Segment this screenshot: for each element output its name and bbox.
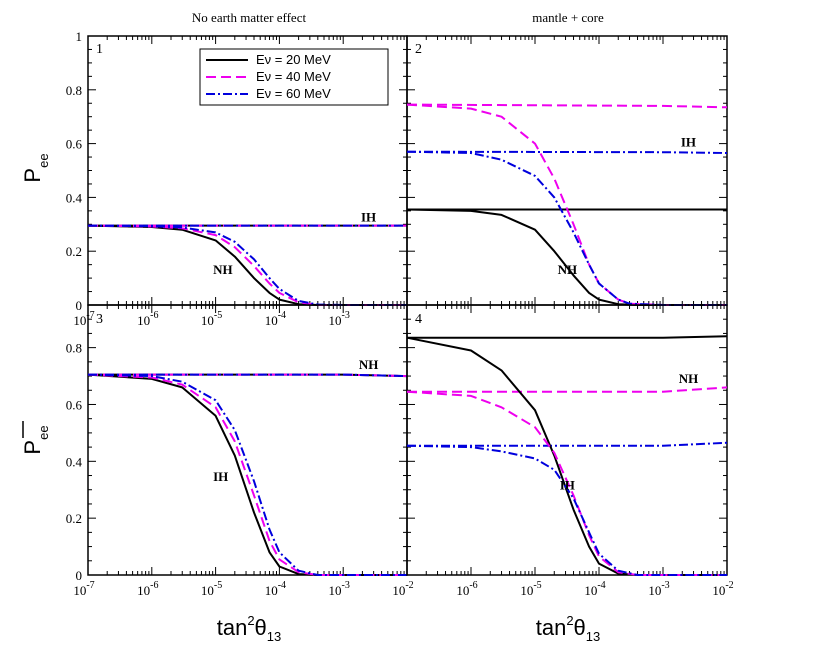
series-line [406,150,728,154]
panel-number-4: 4 [415,312,422,327]
y-tick-label: 0.4 [66,454,83,469]
panel-4-frame [406,304,728,576]
annotation-label: NH [679,371,699,386]
x-tick-label: 10-6 [456,580,477,598]
xlabel-right: tan2θ13 [536,613,601,644]
y-tick-label: 0.6 [66,397,83,412]
series-line [87,373,407,576]
y-tick-label: 0.2 [66,511,82,526]
annotation-label: IH [681,134,696,149]
panel-number-2: 2 [415,42,422,57]
x-tick-label: 10-4 [584,580,605,598]
y-tick-label: 0 [76,568,83,583]
series-line [407,335,728,339]
legend-label-40mev: Eν = 40 MeV [256,69,331,84]
x-tick-label: 10-2 [712,580,733,598]
y-tick-label: 0.8 [66,341,82,356]
legend-label-20mev: Eν = 20 MeV [256,52,331,67]
ylabel-top: Pee [20,153,51,182]
x-tick-label: 10-6 [137,580,158,598]
annotation-label: NH [359,357,379,372]
x-tick-label: 10-6 [137,310,158,328]
ylabel-bottom: Pee [20,421,51,455]
annotation-label: NH [558,262,578,277]
series-line [407,386,728,393]
xlabel-left: tan2θ13 [217,613,282,644]
x-tick-label: 10-5 [201,310,222,328]
x-tick-label: 10-3 [329,310,350,328]
x-tick-label: 10-2 [392,580,413,598]
series-line [406,150,727,306]
y-tick-label: 0.2 [66,244,82,259]
x-tick-label: 10-5 [520,580,541,598]
y-tick-label: 0.8 [66,83,82,98]
legend: Eν = 20 MeV Eν = 40 MeV Eν = 60 MeV [199,48,389,106]
y-tick-label: 1 [76,29,83,44]
annotation-label: NH [213,262,233,277]
col-title-right: mantle + core [532,10,604,25]
annotation-label: IH [560,478,575,493]
svg-text:Pee: Pee [20,425,51,454]
x-tick-label: 10-3 [329,580,350,598]
series-line [406,103,728,109]
x-tick-label: 10-4 [265,580,286,598]
y-tick-label: 0.4 [66,190,83,205]
x-tick-label: 10-7 [73,580,94,598]
x-tick-label: 10-3 [648,580,669,598]
panel-3: 0 0.2 0.4 0.6 0.8 10-7 10-6 10-5 10-4 10-3 10-2 NH I… [66,304,414,598]
series-line [407,441,728,447]
series-line [87,373,407,576]
legend-box [199,48,389,106]
panel-2: IH NH [406,35,728,306]
y-tick-label: 0.6 [66,137,83,152]
y-tick-label: 0 [76,298,83,313]
series-line [406,390,727,576]
panel-4: 10-6 10-5 10-4 10-3 10-2 NH IH [406,304,734,598]
series-line [406,444,727,576]
annotation-label: IH [361,210,376,225]
annotation-label: IH [213,469,228,484]
panel-number-1: 1 [96,42,103,57]
series-line [88,373,408,378]
x-tick-label: 10-7 [73,310,94,328]
x-tick-label: 10-4 [265,310,286,328]
x-tick-label: 10-5 [201,580,222,598]
col-title-left: No earth matter effect [192,10,307,25]
panel-number-3: 3 [96,312,103,327]
legend-label-60mev: Eν = 60 MeV [256,86,331,101]
